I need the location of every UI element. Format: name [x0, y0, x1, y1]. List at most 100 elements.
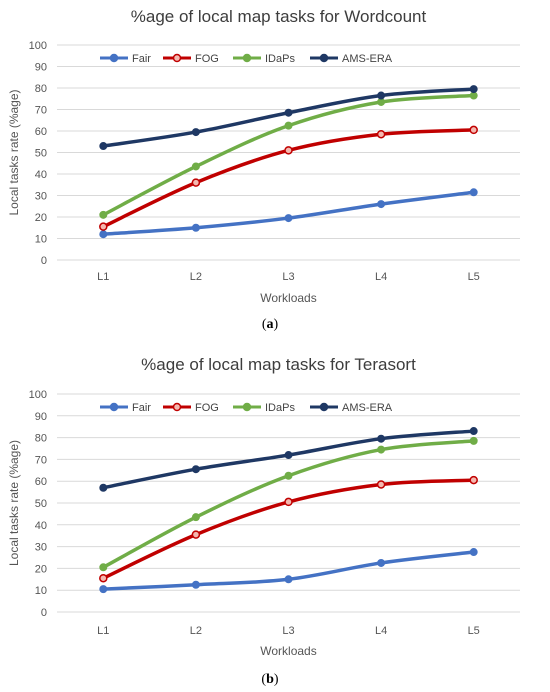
y-tick-label: 90	[35, 411, 47, 423]
legend-swatch-marker	[319, 53, 329, 63]
y-tick-label: 20	[35, 563, 47, 575]
data-point	[469, 475, 478, 485]
y-tick-label: 100	[29, 389, 47, 401]
y-tick-label: 70	[35, 105, 47, 117]
data-point	[191, 162, 200, 171]
x-tick-label: L3	[282, 271, 294, 283]
data-point	[469, 125, 478, 135]
y-axis-label: Local tasks rate (%age)	[7, 89, 21, 215]
y-tick-label: 80	[35, 433, 47, 445]
legend-swatch-marker	[319, 402, 329, 412]
y-tick-label: 80	[35, 83, 47, 95]
data-point	[99, 573, 108, 583]
data-point	[284, 471, 293, 480]
data-point	[377, 558, 386, 567]
data-point	[99, 142, 108, 151]
data-point	[284, 108, 293, 117]
chart-panel-2: %age of local map tasks for Terasort 0 10 2…	[7, 355, 520, 687]
data-point	[284, 121, 293, 130]
data-point	[191, 580, 200, 589]
data-point	[284, 146, 293, 155]
data-point	[377, 91, 386, 100]
legend-label: FOG	[195, 53, 219, 65]
data-point	[376, 129, 386, 139]
caption-close: )	[274, 317, 279, 332]
data-point	[284, 214, 293, 223]
legend-label: Fair	[132, 402, 151, 414]
series-line-fog	[101, 128, 476, 229]
caption-letter: b	[266, 672, 274, 687]
panel-caption: (a)	[262, 317, 279, 332]
x-tick-label: L3	[282, 625, 294, 637]
y-tick-label: 60	[35, 476, 47, 488]
x-tick-label: L1	[97, 625, 109, 637]
legend-swatch-marker	[242, 402, 252, 412]
y-tick-label: 90	[35, 62, 47, 74]
data-point	[469, 188, 478, 197]
y-tick-label: 0	[41, 607, 47, 619]
data-point	[284, 575, 293, 584]
x-tick-label: L5	[468, 625, 480, 637]
y-tick-label: 60	[35, 126, 47, 138]
x-tick-label: L2	[190, 625, 202, 637]
legend-swatch-marker	[172, 402, 182, 412]
data-point	[469, 427, 478, 436]
data-point	[377, 445, 386, 454]
y-tick-label: 10	[35, 234, 47, 246]
legend-label: FOG	[195, 402, 219, 414]
data-point	[377, 200, 386, 209]
y-tick-label: 30	[35, 191, 47, 203]
data-point	[99, 563, 108, 572]
data-point	[469, 91, 478, 100]
data-point	[99, 585, 108, 594]
data-point	[99, 230, 108, 239]
panel-caption: (b)	[261, 672, 278, 687]
chart-title: %age of local map tasks for Wordcount	[131, 7, 427, 26]
data-point	[99, 210, 108, 219]
data-point	[99, 222, 108, 231]
legend-label: Fair	[132, 53, 151, 65]
chart-panel-1: %age of local map tasks for Wordcount 0 10…	[7, 7, 520, 332]
data-point	[191, 128, 200, 137]
series-line-fog	[101, 478, 476, 580]
x-tick-label: L2	[190, 271, 202, 283]
data-point	[469, 436, 478, 445]
legend-label: AMS-ERA	[342, 53, 393, 65]
caption-open: (	[261, 672, 266, 687]
y-tick-label: 100	[29, 40, 47, 52]
caption-close: )	[274, 672, 279, 687]
data-point	[191, 465, 200, 474]
x-axis-label: Workloads	[260, 291, 316, 305]
data-point	[191, 223, 200, 232]
y-tick-label: 70	[35, 454, 47, 466]
y-tick-label: 0	[41, 255, 47, 267]
data-point	[376, 480, 386, 489]
x-tick-label: L4	[375, 625, 387, 637]
y-tick-label: 40	[35, 169, 47, 181]
legend-label: AMS-ERA	[342, 402, 393, 414]
chart-title: %age of local map tasks for Terasort	[141, 355, 416, 374]
y-tick-label: 50	[35, 498, 47, 510]
x-tick-label: L5	[468, 271, 480, 283]
y-tick-label: 40	[35, 520, 47, 532]
x-tick-label: L4	[375, 271, 387, 283]
y-tick-label: 30	[35, 542, 47, 554]
legend-label: IDaPs	[265, 402, 295, 414]
legend-swatch-marker	[242, 53, 252, 63]
caption-open: (	[262, 317, 267, 332]
legend-label: IDaPs	[265, 53, 295, 65]
data-point	[99, 483, 108, 492]
y-tick-label: 50	[35, 148, 47, 160]
data-point	[469, 548, 478, 557]
legend-swatch-marker	[172, 53, 182, 63]
caption-letter: a	[267, 317, 274, 332]
x-tick-label: L1	[97, 271, 109, 283]
legend-swatch-marker	[109, 53, 119, 63]
data-point	[191, 530, 201, 539]
y-axis-label: Local tasks rate (%age)	[7, 440, 21, 566]
y-tick-label: 10	[35, 585, 47, 597]
data-point	[284, 451, 293, 460]
x-axis-label: Workloads	[260, 644, 316, 658]
data-point	[284, 497, 293, 507]
